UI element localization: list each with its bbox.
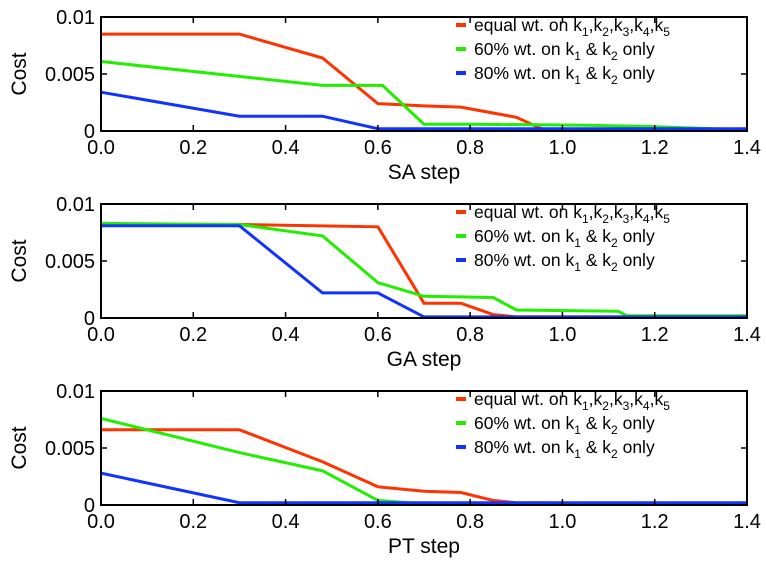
x-axis-label: SA step [388,161,460,184]
series-line-2 [100,221,747,318]
legend-label-1: equal wt. on k1​,k2​,k3​,k4​,k5​ [474,389,670,413]
x-tick-label: 0.8 [456,511,484,533]
x-tick-label: 1.0 [549,511,577,533]
y-tick-label: 0.005 [45,64,95,86]
y-tick-label: 0.01 [56,7,95,29]
y-tick-label: 0.01 [56,194,95,216]
series-line-3 [100,471,747,505]
panel-3: 0.0 0.2 0.4 0.6 0.8 1.0 1.2 1.4 0 0.005 0.01 PT ste… [8,381,761,558]
x-tick-label: 1.4 [733,324,761,346]
legend-label-2: 60% wt. on k1​ & k2​ only [474,413,655,437]
legend-label-2: 60% wt. on k1​ & k2​ only [474,39,655,63]
y-tick-label: 0.005 [45,438,95,460]
x-tick-label: 0.0 [87,324,115,346]
x-tick-label: 0.6 [364,137,392,159]
y-tick-label: 0 [84,308,95,330]
y-axis-label: Cost [8,239,31,282]
x-tick-label: 0.4 [272,511,300,533]
y-axis-label: Cost [8,426,31,469]
x-tick-label: 0.2 [179,137,207,159]
y-tick-label: 0.005 [45,251,95,273]
x-tick-label: 1.4 [733,137,761,159]
x-tick-label: 0.6 [364,511,392,533]
legend-label-3: 80% wt. on k1​ & k2​ only [474,250,655,274]
series-line-2 [100,60,748,132]
x-tick-label: 1.2 [641,511,669,533]
y-tick-label: 0 [84,121,95,143]
legend-label-1: equal wt. on k1​,k2​,k3​,k4​,k5​ [474,15,670,39]
legend: equal wt. on k1​,k2​,k3​,k4​,k5​60% wt. … [456,202,670,274]
x-tick-label: 0.8 [456,324,484,346]
x-tick-label: 1.0 [549,324,577,346]
x-tick-label: 0.0 [87,137,115,159]
legend-label-1: equal wt. on k1​,k2​,k3​,k4​,k5​ [474,202,670,226]
x-tick-label: 1.2 [641,324,669,346]
x-tick-label: 0.8 [456,137,484,159]
panel-1: 0.0 0.2 0.4 0.6 0.8 1.0 1.2 1.4 0 0.005 0.01 SA ste… [8,7,761,184]
legend-label-3: 80% wt. on k1​ & k2​ only [474,63,655,87]
x-tick-label: 1.2 [641,137,669,159]
x-tick-label: 0.0 [87,511,115,533]
x-tick-label: 0.2 [179,324,207,346]
legend-label-2: 60% wt. on k1​ & k2​ only [474,226,655,250]
legend-label-3: 80% wt. on k1​ & k2​ only [474,437,655,461]
legend: equal wt. on k1​,k2​,k3​,k4​,k5​60% wt. … [456,15,670,87]
y-axis-label: Cost [8,52,31,95]
x-tick-label: 0.4 [272,137,300,159]
series-line-3 [100,90,747,131]
panel-2: 0.0 0.2 0.4 0.6 0.8 1.0 1.2 1.4 0 0.005 0.01 GA ste… [8,194,761,371]
x-tick-label: 0.4 [272,324,300,346]
x-tick-label: 1.4 [733,511,761,533]
x-tick-label: 1.0 [549,137,577,159]
x-tick-label: 0.2 [179,511,207,533]
y-tick-label: 0 [84,495,95,517]
y-tick-label: 0.01 [56,381,95,403]
x-axis-label: GA step [387,348,462,371]
x-tick-label: 0.6 [364,324,392,346]
series-line-3 [101,224,747,319]
legend: equal wt. on k1​,k2​,k3​,k4​,k5​60% wt. … [456,389,670,461]
x-axis-label: PT step [388,535,460,558]
